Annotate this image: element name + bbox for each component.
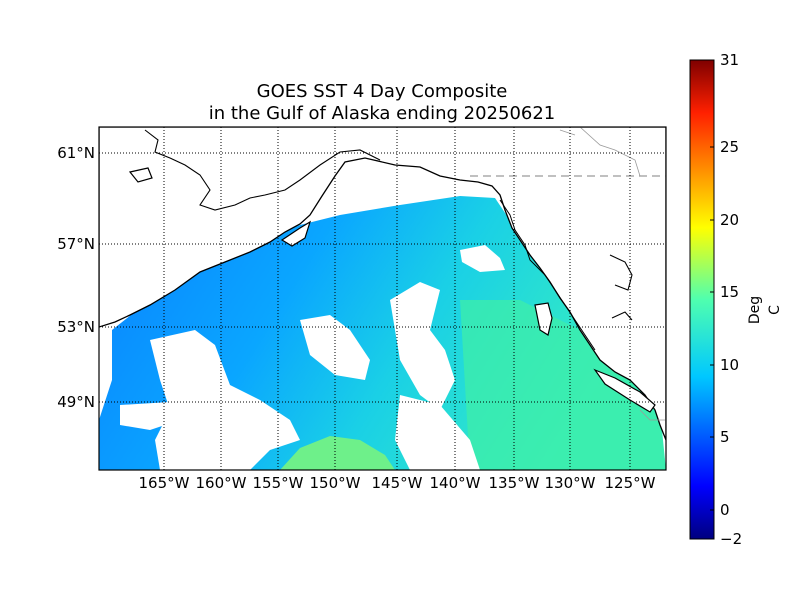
lat-label-49: 49°N xyxy=(57,393,95,411)
colorbar-tick-label: 25 xyxy=(720,138,740,156)
colorbar-tick-label: 15 xyxy=(720,283,740,301)
sst-warm-band xyxy=(460,300,666,470)
lon-label-155: 155°W xyxy=(252,474,304,492)
kodiak-island xyxy=(280,220,312,247)
lon-label-125: 125°W xyxy=(604,474,656,492)
land-alaska xyxy=(99,127,666,441)
lon-label-140: 140°W xyxy=(429,474,481,492)
inland-lake xyxy=(609,254,633,291)
inland-lake xyxy=(144,129,381,211)
lon-label-160: 160°W xyxy=(195,474,247,492)
colorbar-tick-label: 10 xyxy=(720,356,740,374)
vancouver-island xyxy=(593,368,656,413)
lat-label-53: 53°N xyxy=(57,318,95,336)
lon-label-135: 135°W xyxy=(488,474,540,492)
colorbar-unit-label: Deg C xyxy=(747,295,783,325)
colorbar-ticks xyxy=(710,59,714,511)
map-title-line1: GOES SST 4 Day Composite xyxy=(256,81,508,102)
inland-lake xyxy=(128,167,153,183)
coast-fjords xyxy=(499,199,596,351)
map-title-line2: in the Gulf of Alaska ending 20250621 xyxy=(208,103,556,124)
lon-label-145: 145°W xyxy=(371,474,423,492)
cloud-gap xyxy=(390,282,455,410)
cloud-gap xyxy=(395,395,480,470)
border-line xyxy=(639,409,666,421)
inland-lake xyxy=(611,311,633,321)
cloud-gap xyxy=(300,315,370,380)
border-line xyxy=(559,127,641,177)
lon-label-150: 150°W xyxy=(309,474,361,492)
cloud-gap xyxy=(120,402,180,430)
colorbar-tick-label: 31 xyxy=(720,51,740,69)
lon-label-130: 130°W xyxy=(544,474,596,492)
colorbar-tick-label: 0 xyxy=(720,501,730,519)
graticule xyxy=(99,127,666,470)
cloud-gap xyxy=(460,245,505,272)
colorbar-tick-label: 5 xyxy=(720,428,730,446)
cloud-gap xyxy=(150,330,300,470)
sst-warm-patch xyxy=(280,436,395,470)
lat-label-61: 61°N xyxy=(57,144,95,162)
lat-label-57: 57°N xyxy=(57,235,95,253)
colorbar-tick-label: 20 xyxy=(720,211,740,229)
lon-label-165: 165°W xyxy=(138,474,190,492)
colorbar-tick-label: −2 xyxy=(720,530,743,548)
map-border xyxy=(98,126,667,471)
colorbar xyxy=(689,59,715,540)
